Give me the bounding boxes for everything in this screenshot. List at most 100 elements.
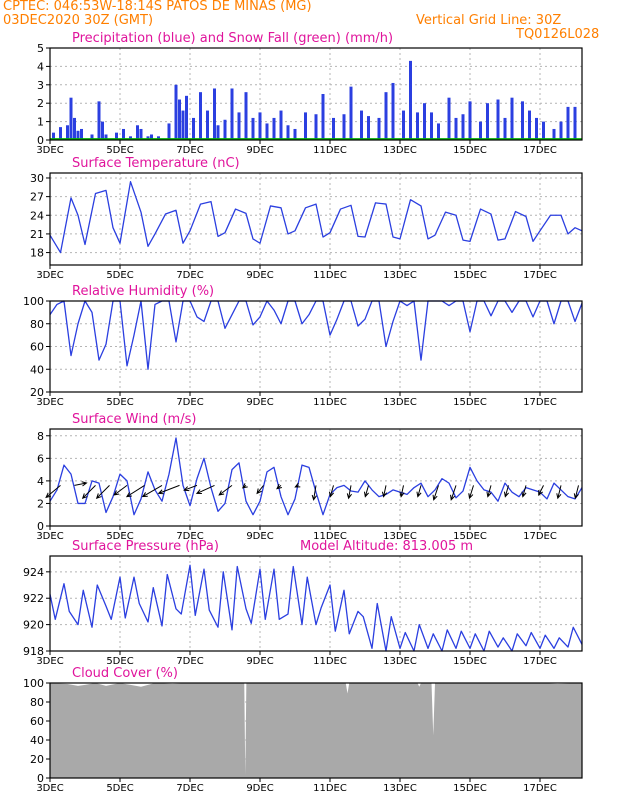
x-tick-label: 7DEC: [176, 656, 203, 667]
precip-bar: [199, 92, 202, 140]
precip-bar: [251, 117, 255, 140]
precip-bar: [437, 123, 440, 140]
precip-bar: [59, 127, 62, 140]
wind-vector: [141, 484, 163, 498]
precip-bar: [566, 106, 570, 140]
wind-vector: [450, 485, 457, 501]
panel-title: Surface Temperature (nC): [72, 156, 240, 171]
x-tick-label: 7DEC: [176, 531, 203, 542]
precip-bar: [115, 132, 118, 140]
x-tick-label: 5DEC: [106, 145, 133, 156]
x-tick-label: 17DEC: [523, 783, 557, 794]
precip-bar: [367, 116, 370, 140]
precip-bar: [430, 112, 433, 140]
wind-vector: [346, 485, 352, 500]
wind-vector: [521, 485, 527, 498]
model-code: TQ0126L028: [516, 27, 600, 42]
wind-vector: [95, 485, 110, 500]
precip-bar: [230, 88, 234, 140]
y-tick-label: 21: [30, 228, 44, 241]
x-tick-label: 15DEC: [453, 397, 487, 408]
panel-title: Relative Humidity (%): [72, 284, 214, 299]
y-tick-label: 100: [23, 295, 44, 308]
panel-5: 918 920 922 924 3DEC 5DEC 7DEC 9DEC 11DEC 13DEC 15…: [23, 539, 583, 667]
x-tick-label: 13DEC: [383, 270, 417, 281]
precip-bar: [185, 95, 188, 140]
wind-vector: [218, 484, 233, 496]
wind-vector: [81, 485, 96, 500]
y-tick-label: 920: [23, 619, 44, 632]
wind-vector: [195, 484, 215, 495]
x-tick-label: 3DEC: [36, 145, 63, 156]
precip-bar: [454, 117, 458, 140]
precip-bar: [272, 117, 276, 140]
precip-bar: [573, 106, 577, 140]
wind-vector: [538, 485, 544, 497]
precip-bar: [286, 125, 290, 140]
precip-bar: [104, 134, 108, 140]
precip-bar: [167, 123, 171, 140]
precip-bar: [535, 117, 538, 140]
precip-bar: [101, 121, 104, 140]
y-tick-label: 60: [30, 715, 44, 728]
x-tick-label: 11DEC: [313, 783, 347, 794]
y-tick-label: 18: [30, 247, 44, 260]
precip-bar: [402, 110, 405, 140]
plot-frame: [49, 172, 583, 266]
grid-line-note: Vertical Grid Line: 30Z: [416, 13, 562, 28]
series-line: [49, 300, 583, 370]
wind-vector: [157, 484, 180, 495]
wind-vector: [486, 485, 492, 498]
y-tick-label: 2: [37, 497, 44, 510]
x-tick-label: 13DEC: [383, 783, 417, 794]
y-tick-label: 0: [37, 772, 44, 785]
precip-bar: [496, 99, 500, 140]
wind-vector: [276, 483, 282, 490]
y-tick-label: 40: [30, 734, 44, 747]
wind-vector: [432, 485, 439, 501]
precip-bar: [486, 103, 489, 140]
y-tick-label: 8: [37, 430, 44, 443]
y-tick-label: 4: [37, 60, 44, 73]
x-tick-label: 17DEC: [523, 145, 557, 156]
precip-bar: [69, 97, 73, 140]
panel-2: 18 21 24 27 30 3DEC 5DEC 7DEC 9DEC 11DEC 13DEC 15DE…: [30, 156, 583, 281]
x-tick-label: 11DEC: [313, 656, 347, 667]
series-line: [49, 437, 583, 516]
y-tick-label: 0: [37, 134, 44, 147]
run-datetime: 03DEC2020 30Z (GMT): [3, 13, 154, 28]
plot-frame: [49, 555, 583, 652]
precip-bar: [503, 117, 507, 140]
precip-bar: [528, 110, 531, 140]
x-tick-label: 9DEC: [246, 783, 273, 794]
x-tick-label: 5DEC: [106, 783, 133, 794]
wind-vector: [45, 485, 61, 499]
precip-bar: [384, 92, 388, 140]
precip-bar: [559, 121, 563, 140]
y-tick-label: 60: [30, 341, 44, 354]
x-tick-label: 3DEC: [36, 531, 63, 542]
x-tick-label: 7DEC: [176, 270, 203, 281]
series-line: [49, 564, 583, 652]
precip-bar: [206, 110, 209, 140]
station-header: CPTEC: 046:53W-18:14S PATOS DE MINAS (MG…: [3, 0, 312, 14]
precip-bar: [258, 112, 262, 140]
x-tick-label: 13DEC: [383, 531, 417, 542]
y-tick-label: 3: [37, 79, 44, 92]
precip-bar: [244, 92, 248, 140]
wind-vector: [125, 484, 145, 498]
x-tick-label: 17DEC: [523, 656, 557, 667]
precip-bar: [216, 125, 220, 140]
precip-bar: [416, 112, 419, 140]
x-tick-label: 15DEC: [453, 145, 487, 156]
y-tick-label: 918: [23, 645, 44, 658]
precip-bar: [265, 123, 269, 140]
precip-bar: [174, 84, 178, 140]
x-tick-label: 9DEC: [246, 145, 273, 156]
x-tick-label: 13DEC: [383, 145, 417, 156]
precip-bar: [447, 97, 451, 140]
panel-title: Surface Pressure (hPa): [72, 539, 219, 554]
wind-vector: [399, 485, 405, 498]
wind-vector: [113, 484, 128, 496]
